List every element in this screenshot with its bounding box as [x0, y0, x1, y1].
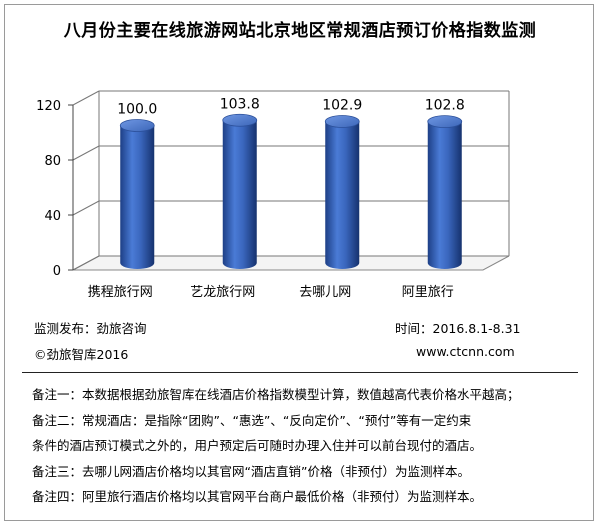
- data-label: 103.8: [220, 96, 260, 112]
- bar-body: [120, 125, 155, 269]
- note-4: 备注四：阿里旅行酒店价格均以其官网平台商户最低价格（非预付）为监测样本。: [32, 489, 483, 504]
- y-tick-label: 80: [44, 154, 61, 169]
- x-tick-label: 艺龙旅行网: [190, 285, 255, 300]
- separator-rule: [22, 372, 578, 373]
- y-tick-label: 0: [53, 264, 61, 279]
- notes-block: 备注一：本数据根据劲旅智库在线酒店价格指数模型计算，数值越高代表价格水平越高； …: [32, 382, 584, 510]
- gridline-depth: [72, 200, 100, 216]
- note-2: 备注二：常规酒店：是指除“团购”、“惠选”、“反向定价”、“预付”等有一定约束: [32, 412, 472, 428]
- data-label: 102.8: [425, 98, 465, 114]
- y-tick-label: 40: [44, 209, 61, 224]
- gridline-depth: [72, 255, 100, 271]
- bar-cap: [324, 115, 360, 128]
- data-label: 100.0: [117, 102, 157, 118]
- x-tick-label: 携程旅行网: [88, 284, 153, 300]
- bar: [324, 115, 360, 269]
- bar-cap: [222, 113, 258, 127]
- bar-body: [427, 121, 462, 270]
- copyright-text: ©劲旅智库2016: [34, 347, 129, 362]
- bar-body: [325, 121, 360, 269]
- website-text: www.ctcnn.com: [416, 344, 515, 359]
- note-1: 备注一：本数据根据劲旅智库在线酒店价格指数模型计算，数值越高代表价格水平越高；: [32, 387, 520, 402]
- note-3: 备注三：去哪儿网酒店价格均以其官网“酒店直销”价格（非预付）为监测样本。: [32, 463, 470, 479]
- chart-title: 八月份主要在线旅游网站北京地区常规酒店预订价格指数监测: [63, 21, 537, 41]
- bar: [222, 113, 258, 270]
- bar-chart: 0 40 80 120 100.0 携程旅行网 103.8 艺龙旅行网 102.9 去哪儿网 102…: [36, 90, 510, 300]
- bar: [427, 115, 463, 270]
- bar-body: [222, 120, 257, 270]
- period-text: 时间：2016.8.1-8.31: [395, 321, 521, 336]
- back-wall: [99, 91, 509, 256]
- bar-cap: [119, 119, 155, 132]
- data-label: 102.9: [322, 98, 362, 114]
- bar: [119, 119, 155, 269]
- gridline-depth: [72, 145, 100, 161]
- gridline-depth: [72, 90, 100, 106]
- y-tick-label: 120: [36, 99, 61, 114]
- x-tick-label: 去哪儿网: [299, 285, 351, 300]
- x-tick-label: 阿里旅行: [402, 285, 454, 300]
- note-2-cont: 条件的酒店预订模式之外的，用户预定后可随时办理入住并可以前台现付的酒店。: [32, 438, 483, 453]
- bar-cap: [427, 115, 463, 129]
- publisher-text: 监测发布：劲旅咨询: [34, 321, 147, 336]
